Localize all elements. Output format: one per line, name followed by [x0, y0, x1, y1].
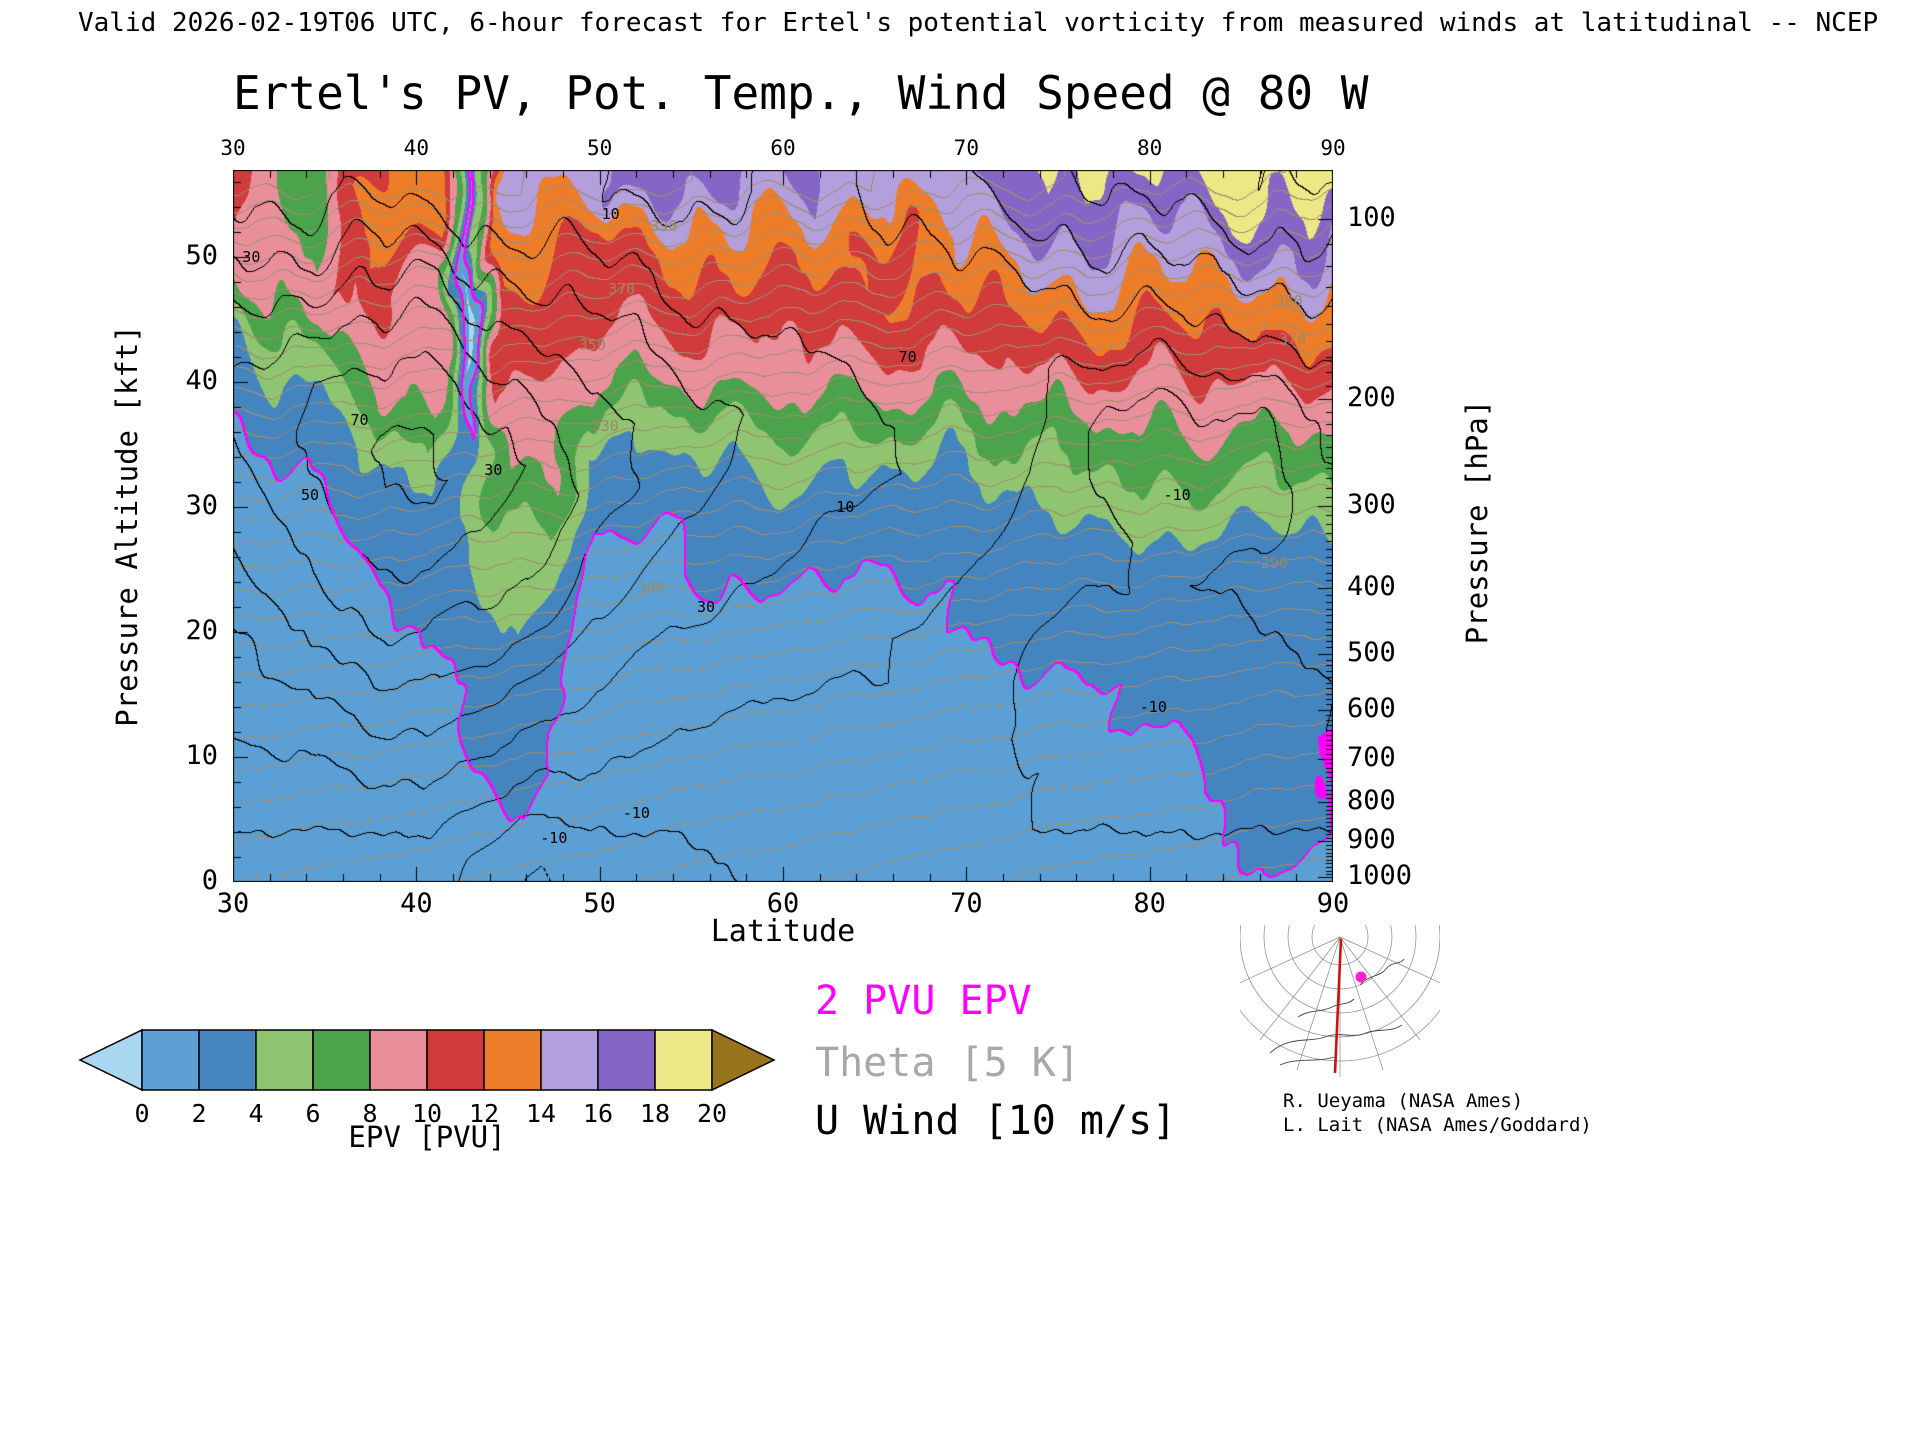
- x-tick-label-top: 80: [1137, 136, 1163, 160]
- x-tick-label-bottom: 50: [583, 888, 616, 919]
- x-tick-label-bottom: 30: [216, 888, 250, 919]
- x-tick-label-top: 50: [587, 136, 613, 160]
- y-right-tick-label: 800: [1347, 785, 1396, 817]
- colorbar-segment: [198, 1029, 257, 1091]
- colorbar: 0 2 4 6 8 10 12 14 16 18 20: [78, 1028, 776, 1128]
- x-tick-label-top: 40: [403, 136, 429, 160]
- legend-theta: Theta [5 K]: [815, 1040, 1080, 1086]
- colorbar-tick-label: 12: [469, 1099, 499, 1128]
- y-right-tick-label: 400: [1347, 570, 1396, 602]
- y-right-tick-label: 1000: [1347, 860, 1413, 892]
- y-right-tick-label: 900: [1347, 824, 1396, 856]
- colorbar-segment: [483, 1029, 542, 1091]
- legend-uwind: U Wind [10 m/s]: [815, 1098, 1177, 1144]
- y-left-tick-label: 10: [185, 740, 218, 772]
- colorbar-over-arrow: [711, 1028, 776, 1092]
- colorbar-tick-label: 14: [526, 1099, 556, 1128]
- y-right-tick-label: 600: [1347, 692, 1396, 724]
- chart-title: Ertel's PV, Pot. Temp., Wind Speed @ 80 …: [233, 66, 1369, 120]
- x-tick-label-bottom: 80: [1133, 888, 1166, 919]
- colorbar-segment: [654, 1029, 713, 1091]
- y-right-tick-label: 200: [1347, 382, 1396, 414]
- legend-epv-contour: 2 PVU EPV: [815, 978, 1032, 1024]
- forecast-validity-line: Valid 2026-02-19T06 UTC, 6-hour forecast…: [78, 8, 1879, 38]
- y-right-tick-label: 300: [1347, 489, 1396, 521]
- x-tick-label-bottom: 40: [400, 888, 433, 919]
- x-tick-label-top: 60: [770, 136, 796, 160]
- colorbar-segment: [597, 1029, 656, 1091]
- colorbar-segment: [426, 1029, 485, 1091]
- colorbar-segment: [540, 1029, 599, 1091]
- credit-line-1: R. Ueyama (NASA Ames): [1283, 1090, 1524, 1112]
- y-left-tick-label: 20: [185, 615, 218, 647]
- colorbar-tick-label: 6: [305, 1099, 320, 1128]
- y-right-tick-label: 100: [1347, 201, 1396, 233]
- colorbar-segment: [312, 1029, 371, 1091]
- y-right-tick-label: 500: [1347, 636, 1396, 668]
- pv-cross-section-canvas: [233, 170, 1333, 882]
- colorbar-tick-label: 2: [191, 1099, 206, 1128]
- colorbar-tick-label: 4: [248, 1099, 263, 1128]
- x-tick-label-top: 90: [1320, 136, 1346, 160]
- colorbar-tick-label: 20: [697, 1099, 727, 1128]
- x-tick-label-top: 70: [953, 136, 979, 160]
- y-left-tick-label: 0: [201, 865, 218, 896]
- x-tick-label-top: 30: [220, 136, 246, 160]
- y-left-tick-label: 40: [185, 365, 218, 397]
- y-left-tick-label: 30: [185, 490, 218, 522]
- plot-area: 30 50 70 30 -10 -10 10 30 10 70 -10 -10 330 350 370 390…: [233, 170, 1333, 882]
- y-right-tick-label: 700: [1347, 741, 1396, 773]
- inset-map: [1240, 925, 1440, 1077]
- colorbar-segment: [369, 1029, 428, 1091]
- x-tick-label-bottom: 90: [1316, 888, 1350, 919]
- credit-line-2: L. Lait (NASA Ames/Goddard): [1283, 1114, 1592, 1136]
- x-tick-label-bottom: 60: [766, 888, 800, 919]
- colorbar-tick-label: 18: [640, 1099, 670, 1128]
- colorbar-segment: [255, 1029, 314, 1091]
- y-right-axis-title: Pressure [hPa]: [1460, 399, 1494, 645]
- colorbar-tick-label: 16: [583, 1099, 613, 1128]
- station-marker: [1355, 971, 1367, 983]
- colorbar-title: EPV [PVU]: [348, 1120, 506, 1154]
- map-coastline: [1269, 958, 1405, 1066]
- x-axis-title: Latitude: [710, 914, 856, 949]
- colorbar-tick-label: 10: [412, 1099, 442, 1128]
- colorbar-tick-label: 8: [362, 1099, 377, 1128]
- colorbar-under-arrow: [78, 1028, 143, 1092]
- colorbar-tick-label: 0: [134, 1099, 149, 1128]
- cross-section-line: [1333, 938, 1343, 1074]
- x-tick-label-bottom: 70: [950, 888, 983, 919]
- colorbar-segment: [141, 1029, 200, 1091]
- y-left-tick-label: 50: [185, 240, 218, 272]
